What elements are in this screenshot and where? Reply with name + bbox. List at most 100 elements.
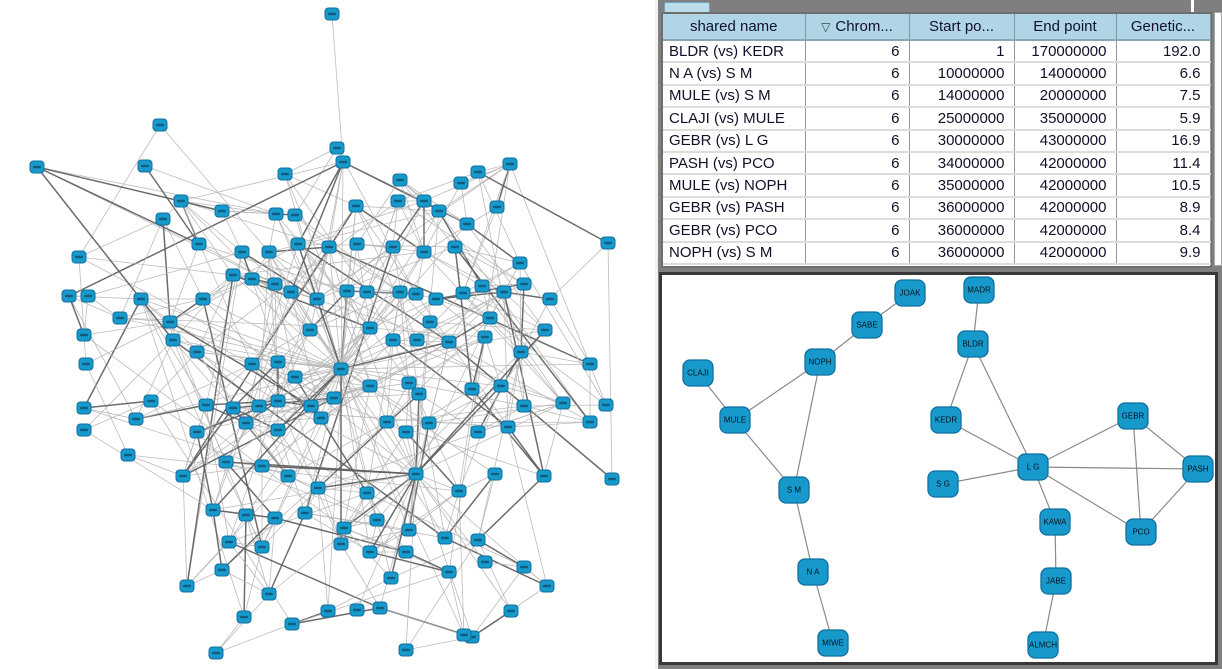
network-node[interactable]	[582, 357, 598, 371]
network-node[interactable]	[542, 292, 558, 306]
cell-shared-name[interactable]: GEBR (vs) PCO	[663, 219, 806, 243]
network-node[interactable]	[349, 237, 365, 251]
cell-value[interactable]: 35000000	[909, 174, 1015, 198]
network-node[interactable]	[268, 207, 284, 221]
network-node[interactable]	[261, 245, 277, 259]
network-edge[interactable]	[972, 343, 1034, 468]
table-row[interactable]: MULE (vs) NOPH 6 35000000 42000000 10.5	[663, 174, 1211, 198]
filter-icon[interactable]: ▽	[821, 20, 831, 34]
network-node[interactable]	[283, 285, 299, 299]
network-node[interactable]	[335, 155, 351, 169]
network-node[interactable]	[270, 394, 286, 408]
network-node[interactable]	[280, 469, 296, 483]
network-node[interactable]	[236, 610, 252, 624]
cell-value[interactable]: 6	[805, 151, 910, 176]
network-node[interactable]	[152, 118, 168, 132]
cell-value[interactable]: 5.9	[1116, 107, 1211, 131]
cell-value[interactable]: 30000000	[909, 129, 1015, 153]
main-network-canvas[interactable]	[0, 0, 655, 669]
cell-shared-name[interactable]: GEBR (vs) L G	[663, 129, 806, 153]
cell-value[interactable]: 1	[909, 40, 1015, 64]
network-node[interactable]	[208, 646, 224, 660]
network-node[interactable]: N A	[797, 558, 829, 586]
network-node[interactable]	[76, 328, 92, 342]
network-node[interactable]	[189, 345, 205, 359]
network-node[interactable]	[225, 268, 241, 282]
subnetwork-canvas[interactable]: JOAK MADR SABE BLDR NOPH CLAJI MULE KEDR GEBR L G…	[662, 275, 1215, 662]
network-node[interactable]: SABE	[851, 311, 883, 339]
cell-value[interactable]: 36000000	[909, 241, 1015, 265]
network-node[interactable]	[80, 289, 96, 303]
network-node[interactable]: MADR	[963, 276, 995, 304]
cell-value[interactable]: 10000000	[909, 62, 1015, 86]
network-node[interactable]	[270, 355, 286, 369]
network-node[interactable]	[297, 506, 313, 520]
network-node[interactable]: CLAJI	[682, 359, 714, 387]
network-node[interactable]	[221, 535, 237, 549]
network-node[interactable]	[78, 357, 94, 371]
network-node[interactable]	[408, 467, 424, 481]
column-header-chromosome[interactable]: ▽ Chrom...	[805, 14, 910, 41]
network-node[interactable]	[336, 521, 352, 535]
table-row[interactable]: PASH (vs) PCO 6 34000000 42000000 11.4	[663, 151, 1211, 176]
network-node[interactable]	[503, 604, 519, 618]
cell-value[interactable]: 43000000	[1014, 129, 1117, 153]
network-node[interactable]	[470, 533, 486, 547]
network-node[interactable]	[284, 617, 300, 631]
network-node[interactable]	[309, 292, 325, 306]
network-node[interactable]	[162, 315, 178, 329]
network-node[interactable]	[71, 250, 87, 264]
table-row[interactable]: NOPH (vs) S M 6 36000000 42000000 9.9	[663, 241, 1211, 265]
network-node[interactable]	[310, 481, 326, 495]
network-node[interactable]: MIWE	[817, 629, 849, 657]
network-node[interactable]	[137, 159, 153, 173]
network-node[interactable]	[267, 277, 283, 291]
network-node[interactable]	[195, 292, 211, 306]
network-node[interactable]	[489, 200, 505, 214]
cell-value[interactable]: 170000000	[1014, 40, 1117, 64]
network-node[interactable]: MULE	[719, 406, 751, 434]
network-node[interactable]	[385, 240, 401, 254]
cell-value[interactable]: 6	[805, 107, 910, 131]
network-node[interactable]	[455, 286, 471, 300]
column-header-shared-name[interactable]: shared name	[663, 14, 806, 41]
network-node[interactable]	[398, 643, 414, 657]
network-node[interactable]	[238, 508, 254, 522]
network-node[interactable]	[493, 379, 509, 393]
network-node[interactable]	[362, 321, 378, 335]
panel-splitter[interactable]	[655, 0, 658, 669]
network-node[interactable]	[477, 555, 493, 569]
cell-value[interactable]: 42000000	[1014, 174, 1117, 198]
network-node[interactable]	[470, 425, 486, 439]
cell-shared-name[interactable]: N A (vs) S M	[663, 62, 806, 86]
network-node[interactable]	[326, 391, 342, 405]
network-node[interactable]	[244, 272, 260, 286]
network-node[interactable]	[128, 412, 144, 426]
network-node[interactable]	[313, 411, 329, 425]
network-node[interactable]	[441, 335, 457, 349]
network-node[interactable]	[537, 323, 553, 337]
network-node[interactable]	[456, 628, 472, 642]
network-node[interactable]	[428, 292, 444, 306]
network-node[interactable]	[536, 469, 552, 483]
network-node[interactable]	[238, 416, 254, 430]
network-node[interactable]	[359, 486, 375, 500]
network-node[interactable]	[437, 531, 453, 545]
network-node[interactable]	[348, 199, 364, 213]
network-node[interactable]	[29, 160, 45, 174]
cell-value[interactable]: 25000000	[909, 107, 1015, 131]
network-node[interactable]	[120, 448, 136, 462]
network-node[interactable]	[379, 415, 395, 429]
network-node[interactable]	[398, 425, 414, 439]
cell-value[interactable]: 6	[805, 174, 910, 198]
network-node[interactable]	[487, 467, 503, 481]
network-node[interactable]	[329, 141, 345, 155]
network-node[interactable]	[516, 399, 532, 413]
network-node[interactable]	[369, 513, 385, 527]
cell-shared-name[interactable]: PASH (vs) PCO	[663, 151, 806, 176]
network-node[interactable]: NOPH	[804, 348, 836, 376]
network-node[interactable]	[339, 284, 355, 298]
table-row[interactable]: GEBR (vs) PCO 6 36000000 42000000 8.4	[663, 219, 1211, 243]
cell-shared-name[interactable]: MULE (vs) S M	[663, 84, 806, 109]
network-node[interactable]	[214, 204, 230, 218]
